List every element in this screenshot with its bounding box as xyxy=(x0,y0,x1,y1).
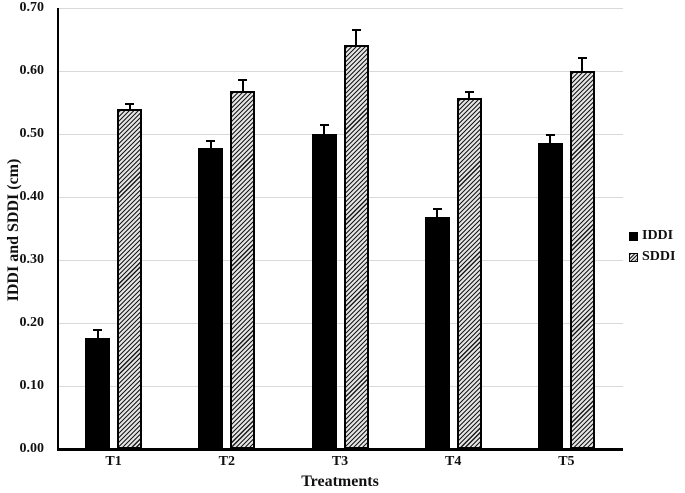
bar-sddi-t2 xyxy=(230,91,256,449)
error-bar-cap xyxy=(125,102,135,105)
error-bar-stem xyxy=(468,90,471,99)
y-tick-label: 0.10 xyxy=(19,378,45,393)
error-bar-stem xyxy=(241,78,244,92)
error-bar-stem xyxy=(436,207,439,218)
y-axis-line xyxy=(57,8,59,449)
error-bar-cap xyxy=(238,78,248,81)
error-bar-iddi-t4 xyxy=(432,207,442,218)
error-bar-cap xyxy=(432,207,442,210)
plot-area xyxy=(57,8,623,451)
bar-sddi-t1 xyxy=(117,108,143,449)
error-bar-stem xyxy=(355,29,357,46)
gridline xyxy=(57,323,623,324)
legend-label-iddi: IDDI xyxy=(642,228,674,243)
error-bar-iddi-t3 xyxy=(319,123,329,134)
error-bar-iddi-t1 xyxy=(93,328,103,339)
legend-label-sddi: SDDI xyxy=(642,249,676,264)
gridline xyxy=(57,197,623,198)
gridline xyxy=(57,71,623,72)
error-bar-sddi-t5 xyxy=(577,57,587,71)
error-bar-sddi-t1 xyxy=(125,102,135,109)
error-bar-stem xyxy=(96,328,99,339)
error-bar-sddi-t4 xyxy=(464,90,474,99)
y-tick-label: 0.30 xyxy=(19,252,45,267)
error-bar-iddi-t2 xyxy=(206,140,216,148)
bar-iddi-t3 xyxy=(311,134,337,449)
legend: IDDI SDDI xyxy=(629,229,675,271)
bar-sddi-t5 xyxy=(569,71,595,449)
error-bar-sddi-t2 xyxy=(238,78,248,92)
x-tick-label-t2: T2 xyxy=(218,454,235,469)
x-axis-line xyxy=(57,448,623,451)
error-bar-stem xyxy=(323,123,325,134)
error-bar-cap xyxy=(93,328,103,331)
gridline xyxy=(57,8,623,9)
y-axis-title: IDDI and SDDI (cm) xyxy=(5,158,22,302)
bar-iddi-t1 xyxy=(85,338,111,449)
error-bar-cap xyxy=(319,123,329,126)
error-bar-stem xyxy=(128,102,131,109)
bar-iddi-t2 xyxy=(198,147,224,449)
y-tick-label: 0.40 xyxy=(19,189,45,204)
error-bar-cap xyxy=(545,134,555,136)
x-tick-label-t5: T5 xyxy=(558,454,575,469)
error-bar-stem xyxy=(209,140,212,148)
legend-item-sddi: SDDI xyxy=(629,250,675,264)
y-tick-label: 0.20 xyxy=(19,315,45,330)
x-tick-label-t4: T4 xyxy=(445,454,462,469)
gridline xyxy=(57,260,623,261)
gridline xyxy=(57,134,623,135)
error-bar-cap xyxy=(206,140,216,143)
y-tick-label: 0.70 xyxy=(19,0,45,15)
bar-sddi-t3 xyxy=(343,45,369,449)
y-tick-label: 0.00 xyxy=(19,441,45,456)
y-tick-label: 0.60 xyxy=(19,63,45,78)
legend-item-iddi: IDDI xyxy=(629,229,675,243)
x-tick-label-t3: T3 xyxy=(331,454,349,469)
y-tick-label: 0.50 xyxy=(19,126,45,141)
error-bar-iddi-t5 xyxy=(545,134,555,144)
error-bar-cap xyxy=(464,90,474,93)
gridline xyxy=(57,386,623,387)
error-bar-cap xyxy=(577,57,587,60)
legend-marker-sddi-icon xyxy=(629,252,638,262)
error-bar-stem xyxy=(549,134,552,144)
error-bar-stem xyxy=(581,57,584,71)
x-tick-label-t1: T1 xyxy=(105,454,122,469)
x-axis-title: Treatments xyxy=(301,473,379,490)
bar-iddi-t4 xyxy=(424,217,450,449)
bar-iddi-t5 xyxy=(537,143,563,449)
error-bar-sddi-t3 xyxy=(351,29,361,46)
error-bar-cap xyxy=(351,29,361,32)
legend-marker-iddi-icon xyxy=(629,231,638,241)
bar-sddi-t4 xyxy=(456,98,482,449)
